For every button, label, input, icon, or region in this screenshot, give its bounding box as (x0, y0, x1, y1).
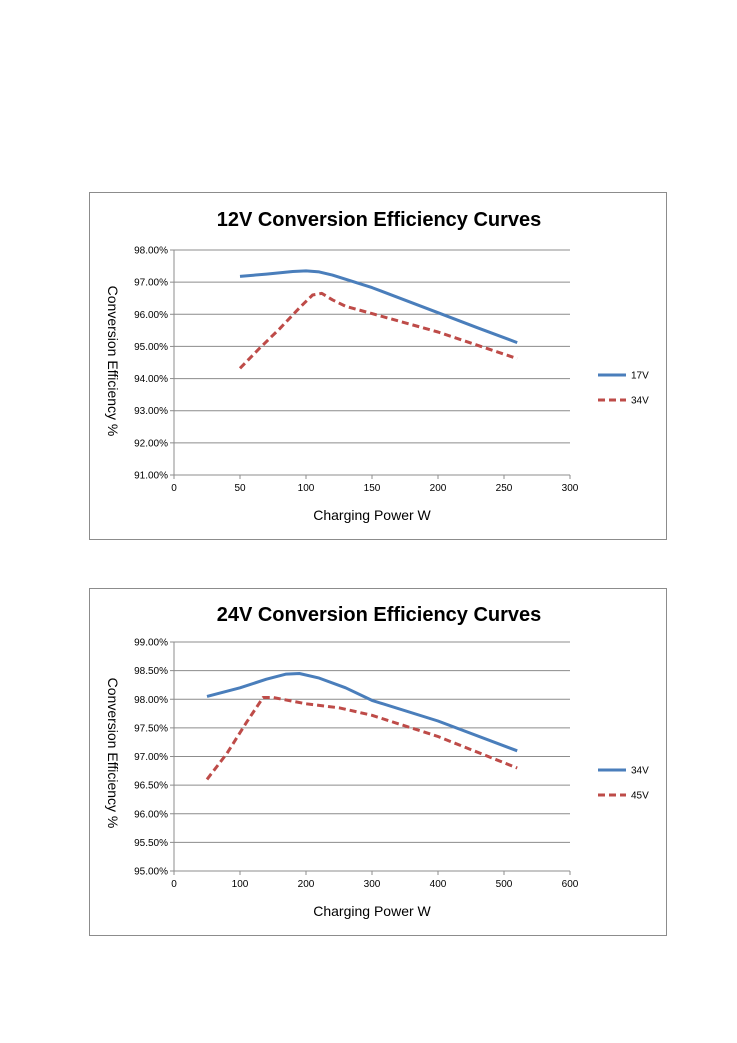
y-tick-label: 96.50% (134, 781, 168, 792)
y-axis-label: Conversion Efficiency % (105, 286, 121, 437)
chart-24v-svg: 24V Conversion Efficiency Curves 99.00% 9… (105, 604, 649, 919)
x-axis-label: Charging Power W (313, 507, 431, 523)
x-tick-label: 200 (430, 483, 447, 494)
y-axis-label: Conversion Efficiency % (105, 678, 121, 829)
y-tick-label: 94.00% (134, 374, 168, 385)
y-tick-label: 92.00% (134, 438, 168, 449)
y-tick-label: 98.00% (134, 246, 168, 257)
x-tick-label: 150 (364, 483, 381, 494)
y-tick-label: 93.00% (134, 406, 168, 417)
x-tick-label: 300 (364, 879, 381, 890)
chart-title: 24V Conversion Efficiency Curves (217, 604, 542, 626)
y-tick-label: 99.00% (134, 638, 168, 649)
x-tick-label: 500 (496, 879, 513, 890)
y-tick-label: 97.50% (134, 723, 168, 734)
legend-label: 34V (631, 766, 649, 777)
x-tick-label: 600 (562, 879, 579, 890)
x-axis-label: Charging Power W (313, 903, 431, 919)
y-tick-label: 96.00% (134, 809, 168, 820)
series-line-34V (238, 291, 518, 370)
chart-title: 12V Conversion Efficiency Curves (217, 209, 542, 231)
y-tick-label: 95.00% (134, 867, 168, 878)
chart-12v: 12V Conversion Efficiency Curves 98.00% 9… (89, 192, 667, 540)
x-tick-label: 100 (232, 879, 249, 890)
y-tick-label: 96.00% (134, 310, 168, 321)
y-tick-label: 97.00% (134, 278, 168, 289)
y-tick-label: 98.00% (134, 695, 168, 706)
y-tick-label: 95.50% (134, 838, 168, 849)
x-tick-label: 300 (562, 483, 579, 494)
y-tick-label: 95.00% (134, 342, 168, 353)
x-tick-label: 0 (171, 879, 177, 890)
series-line-34V (206, 672, 518, 753)
x-tick-label: 100 (298, 483, 315, 494)
y-tick-label: 98.50% (134, 666, 168, 677)
y-tick-label: 91.00% (134, 471, 168, 482)
x-tick-label: 0 (171, 483, 177, 494)
chart-12v-svg: 12V Conversion Efficiency Curves 98.00% 9… (105, 209, 649, 523)
x-tick-label: 250 (496, 483, 513, 494)
series-line-45V (205, 696, 518, 781)
x-tick-label: 200 (298, 879, 315, 890)
x-tick-label: 50 (234, 483, 246, 494)
legend-label: 17V (631, 371, 649, 382)
y-tick-label: 97.00% (134, 752, 168, 763)
chart-24v: 24V Conversion Efficiency Curves 99.00% 9… (89, 588, 667, 936)
series-line-17V (239, 269, 518, 345)
legend-label: 34V (631, 396, 649, 407)
legend-label: 45V (631, 791, 649, 802)
x-tick-label: 400 (430, 879, 447, 890)
